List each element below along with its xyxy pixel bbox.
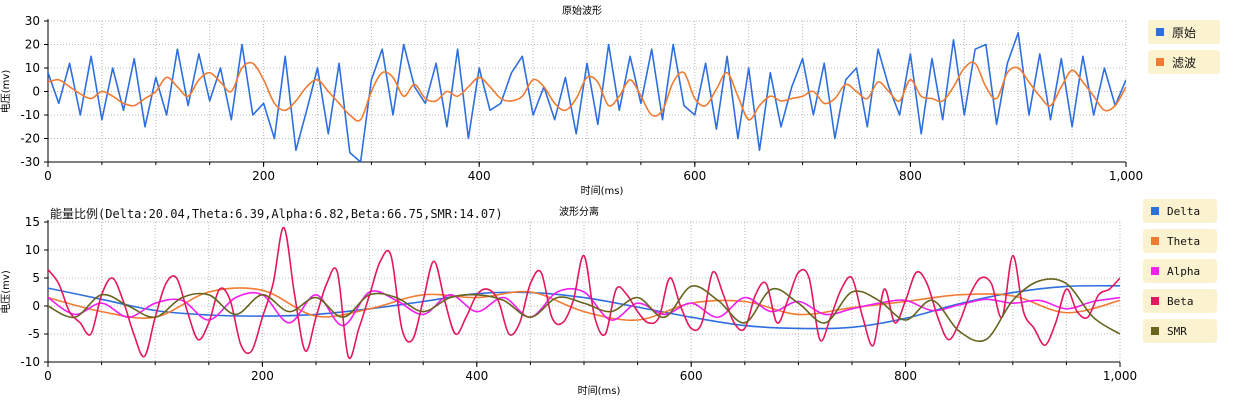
chart-title: 原始波形 <box>562 4 602 17</box>
legend-item-raw[interactable]: 原始 <box>1148 20 1220 44</box>
y-tick-label: -20 <box>20 132 40 146</box>
legend-label-raw: 原始 <box>1172 25 1197 40</box>
series-smr-line <box>48 278 1120 343</box>
legend-item-filtered[interactable]: 滤波 <box>1148 50 1220 74</box>
legend-item-delta[interactable]: Delta <box>1143 199 1217 223</box>
y-tick-label: 30 <box>25 14 40 28</box>
legend-swatch-delta <box>1151 207 1159 215</box>
y-axis-title: 电压(mv) <box>0 70 12 114</box>
x-tick-label: 800 <box>894 369 917 383</box>
y-axis-title: 电压(mv) <box>0 270 12 314</box>
legend-label-filtered: 滤波 <box>1172 55 1197 70</box>
y-tick-label: 0 <box>32 299 40 313</box>
legend-label-delta: Delta <box>1167 204 1201 218</box>
x-tick-label: 400 <box>468 169 491 183</box>
series-beta-line <box>48 226 1120 360</box>
x-tick-label: 600 <box>683 169 706 183</box>
legend-swatch-smr <box>1151 327 1159 335</box>
y-tick-label: 10 <box>25 243 40 257</box>
x-tick-label: 200 <box>252 169 275 183</box>
x-axis-title: 时间(ms) <box>581 184 624 197</box>
y-tick-label: 20 <box>25 38 40 52</box>
series-blue-line <box>48 31 1126 162</box>
legend-label-alpha: Alpha <box>1167 264 1201 278</box>
y-tick-label: -10 <box>20 355 40 369</box>
chart-1: 0 200 400 600 800 1,000 30 20 10 0 -10 -20 -30 原始波形时间… <box>0 4 1143 197</box>
y-tick-label: 15 <box>25 215 40 229</box>
legend-label-theta: Theta <box>1167 234 1201 248</box>
y-tick-label: 0 <box>32 85 40 99</box>
x-axis-title: 时间(ms) <box>578 384 621 397</box>
legend-item-smr[interactable]: SMR <box>1143 319 1217 343</box>
legend-item-theta[interactable]: Theta <box>1143 229 1217 253</box>
legend-swatch-alpha <box>1151 267 1159 275</box>
legend-raw: 原始 滤波 <box>1148 20 1220 80</box>
x-tick-label: 0 <box>44 169 52 183</box>
y-tick-label: 5 <box>32 271 40 285</box>
legend-swatch-filtered <box>1156 58 1164 66</box>
x-tick-label: 400 <box>465 369 488 383</box>
y-tick-label: -30 <box>20 155 40 169</box>
series-alpha-line <box>48 287 1120 327</box>
series-delta-line <box>48 284 1120 330</box>
legend-swatch-beta <box>1151 297 1159 305</box>
y-tick-label: 10 <box>25 61 40 75</box>
legend-label-beta: Beta <box>1167 294 1194 308</box>
y-tick-label: -5 <box>28 327 40 341</box>
legend-bands: Delta Theta Alpha Beta SMR <box>1143 199 1217 349</box>
x-tick-label: 1,000 <box>1103 369 1137 383</box>
legend-swatch-theta <box>1151 237 1159 245</box>
y-tick-label: -10 <box>20 108 40 122</box>
series-orange-line <box>48 61 1126 122</box>
energy-ratio-text: 能量比例(Delta:20.04,Theta:6.39,Alpha:6.82,B… <box>50 207 503 221</box>
x-tick-label: 600 <box>680 369 703 383</box>
chart-title: 波形分离 <box>559 205 599 218</box>
legend-item-alpha[interactable]: Alpha <box>1143 259 1217 283</box>
legend-item-beta[interactable]: Beta <box>1143 289 1217 313</box>
legend-swatch-raw <box>1156 28 1164 36</box>
x-tick-label: 1,000 <box>1109 169 1143 183</box>
x-tick-label: 0 <box>44 369 52 383</box>
x-tick-label: 800 <box>899 169 922 183</box>
x-tick-label: 200 <box>251 369 274 383</box>
legend-label-smr: SMR <box>1167 324 1187 338</box>
